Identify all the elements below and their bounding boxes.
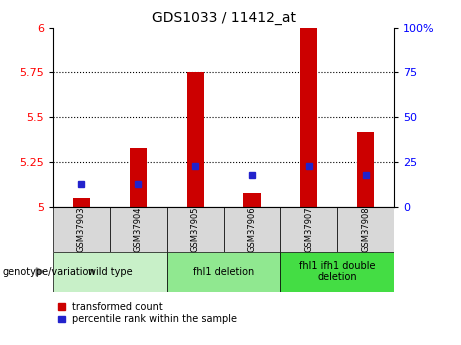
Bar [280, 207, 337, 252]
Bar [130, 148, 147, 207]
Text: fhl1 ifh1 double
deletion: fhl1 ifh1 double deletion [299, 261, 376, 283]
Legend: transformed count, percentile rank within the sample: transformed count, percentile rank withi… [58, 302, 237, 325]
Bar [167, 252, 280, 292]
Text: GSM37905: GSM37905 [191, 207, 200, 252]
Bar [73, 198, 90, 207]
Bar [187, 72, 204, 207]
Bar [53, 252, 167, 292]
Bar [167, 207, 224, 252]
Bar [280, 252, 394, 292]
Bar [337, 207, 394, 252]
Text: GSM37903: GSM37903 [77, 207, 86, 252]
Text: GSM37904: GSM37904 [134, 207, 143, 252]
Bar [224, 207, 280, 252]
Text: GSM37906: GSM37906 [248, 207, 256, 252]
Bar [300, 28, 317, 207]
Text: GSM37908: GSM37908 [361, 207, 370, 252]
Title: GDS1033 / 11412_at: GDS1033 / 11412_at [152, 11, 296, 25]
Text: genotype/variation: genotype/variation [2, 267, 95, 277]
Text: fhl1 deletion: fhl1 deletion [193, 267, 254, 277]
Text: GSM37907: GSM37907 [304, 207, 313, 252]
Bar [243, 193, 260, 207]
Bar [110, 207, 167, 252]
Bar [357, 132, 374, 207]
Bar [53, 207, 110, 252]
Text: wild type: wild type [88, 267, 132, 277]
